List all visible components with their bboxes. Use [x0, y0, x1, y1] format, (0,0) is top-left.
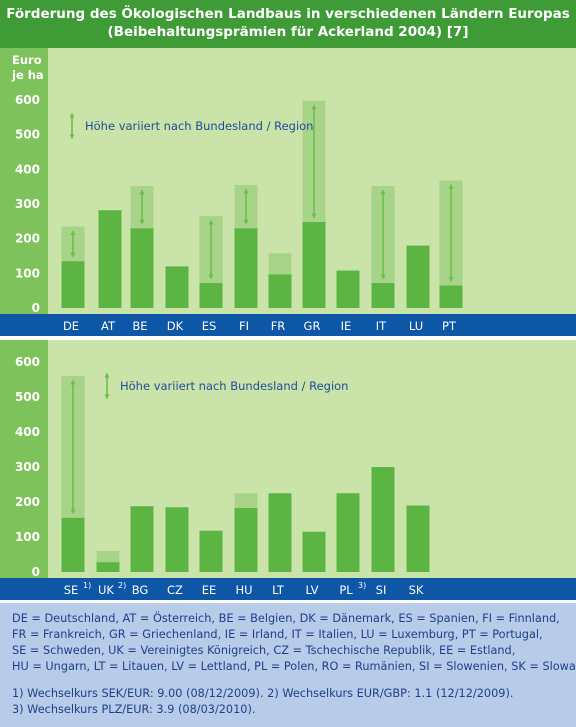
category-superscript: 2) — [118, 581, 126, 590]
footer-legend: DE = Deutschland, AT = Österreich, BE = … — [0, 603, 576, 727]
category-label: SI — [376, 583, 387, 597]
y-tick-label: 100 — [15, 530, 40, 544]
bar — [268, 493, 292, 572]
category-label: PL — [339, 583, 353, 597]
footnote-line: 1) Wechselkurs SEK/EUR: 9.00 (08/12/2009… — [12, 687, 514, 700]
category-label: LU — [409, 319, 423, 333]
y-tick-label: 100 — [15, 266, 40, 280]
category-label: CZ — [167, 583, 183, 597]
category-label: HU — [235, 583, 252, 597]
legend-line: FR = Frankreich, GR = Griechenland, IE =… — [12, 628, 543, 641]
bar — [302, 531, 326, 572]
y-axis-label: Euro — [12, 53, 42, 67]
legend-line: SE = Schweden, UK = Vereinigtes Königrei… — [12, 644, 516, 657]
category-label: IE — [341, 319, 352, 333]
category-label: GR — [304, 319, 321, 333]
y-tick-label: 0 — [32, 565, 40, 579]
y-tick-label: 400 — [15, 162, 40, 176]
y-axis-band — [0, 340, 48, 578]
bar — [61, 517, 85, 572]
bar — [336, 270, 360, 308]
y-tick-label: 600 — [15, 355, 40, 369]
y-tick-label: 200 — [15, 232, 40, 246]
bar — [268, 274, 292, 308]
bar — [61, 261, 85, 308]
category-label: SE — [64, 583, 79, 597]
chart-header: Förderung des Ökologischen Landbaus in v… — [0, 0, 576, 48]
legend-line: DE = Deutschland, AT = Österreich, BE = … — [12, 612, 560, 625]
category-label: SK — [409, 583, 424, 597]
y-tick-label: 500 — [15, 390, 40, 404]
y-tick-label: 500 — [15, 128, 40, 142]
category-label: AT — [101, 319, 116, 333]
bar — [439, 285, 463, 308]
category-label: IT — [376, 319, 387, 333]
category-label: DE — [63, 319, 79, 333]
category-axis-band — [0, 578, 576, 600]
bar — [199, 283, 223, 308]
category-superscript: 1) — [83, 581, 91, 590]
bar — [336, 493, 360, 572]
bar — [371, 283, 395, 308]
annotation-text: Höhe variiert nach Bundesland / Region — [85, 119, 313, 133]
y-tick-label: 600 — [15, 93, 40, 107]
y-tick-label: 400 — [15, 425, 40, 439]
category-label: PT — [442, 319, 457, 333]
bar — [234, 507, 258, 572]
bar — [130, 228, 154, 308]
annotation-text: Höhe variiert nach Bundesland / Region — [120, 379, 348, 393]
bar-range — [268, 253, 292, 275]
category-label: ES — [202, 319, 217, 333]
category-label: BE — [132, 319, 147, 333]
bar — [98, 210, 122, 308]
bar — [130, 506, 154, 572]
bar — [371, 467, 395, 572]
bar — [406, 245, 430, 308]
y-axis-label: je ha — [11, 68, 44, 82]
bar — [96, 562, 120, 572]
category-label: EE — [202, 583, 217, 597]
legend-line: HU = Ungarn, LT = Litauen, LV = Lettland… — [12, 660, 576, 673]
bar — [165, 266, 189, 308]
y-axis-band — [0, 48, 48, 314]
bar — [234, 228, 258, 308]
y-tick-label: 300 — [15, 197, 40, 211]
chart-title-line-1: Förderung des Ökologischen Landbaus in v… — [6, 6, 570, 22]
category-superscript: 3) — [358, 581, 366, 590]
category-label: FR — [271, 319, 286, 333]
bar-range — [96, 551, 120, 563]
category-label: DK — [167, 319, 184, 333]
category-label: FI — [239, 319, 249, 333]
bar-range — [234, 493, 258, 508]
bar — [199, 530, 223, 572]
category-label: LT — [272, 583, 285, 597]
bar — [302, 222, 326, 308]
category-label: UK — [98, 583, 114, 597]
footnote-line: 3) Wechselkurs PLZ/EUR: 3.9 (08/03/2010)… — [12, 703, 256, 716]
y-tick-label: 0 — [32, 301, 40, 315]
category-axis-band — [0, 314, 576, 336]
bar — [406, 505, 430, 572]
chart-title-line-2: (Beibehaltungsprämien für Ackerland 2004… — [107, 24, 469, 40]
y-tick-label: 300 — [15, 460, 40, 474]
category-label: LV — [305, 583, 318, 597]
y-tick-label: 200 — [15, 495, 40, 509]
bar — [165, 507, 189, 572]
category-label: BG — [132, 583, 149, 597]
